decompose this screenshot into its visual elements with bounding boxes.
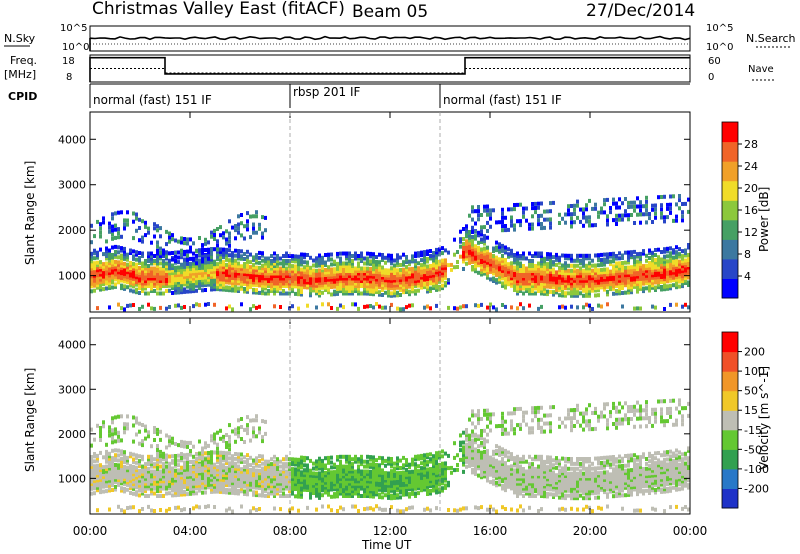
colorbar-swatch	[722, 161, 738, 182]
xtick-label: 04:00	[173, 524, 208, 538]
velocity-y-axis: 1000 2000 3000 4000	[58, 339, 690, 485]
colorbar-tick: 8	[744, 248, 751, 261]
colorbar-swatch	[722, 429, 738, 450]
freq-tick-18: 18	[62, 56, 75, 67]
power-y-axis: 1000 2000 3000 4000	[58, 133, 690, 283]
noise-tick-bottom-right: 10^0	[706, 42, 733, 53]
noise-sky-trace	[89, 35, 691, 51]
power-ylabel: Slant Range [km]	[23, 161, 37, 265]
colorbar-tick: 4	[744, 270, 751, 283]
velocity-echo-pixels	[90, 398, 690, 514]
velocity-colorbar: 200 100 50 15 -15 -50 -100 -200	[721, 331, 769, 509]
cpid-segment-1: rbsp 201 IF	[293, 85, 360, 99]
colorbar-tick: -50	[744, 443, 762, 456]
colorbar-tick: 15	[744, 404, 758, 417]
colorbar-swatch	[722, 410, 738, 431]
cpid-label: CPID	[8, 90, 37, 103]
ytick-label: 3000	[58, 383, 86, 396]
colorbar-swatch	[722, 122, 738, 143]
ytick-label: 2000	[58, 224, 86, 237]
beam-label: Beam 05	[352, 2, 428, 22]
colorbar-swatch	[722, 390, 738, 411]
ytick-label: 2000	[58, 428, 86, 441]
colorbar-tick: 20	[744, 182, 758, 195]
colorbar-swatch	[722, 180, 738, 201]
colorbar-swatch	[722, 351, 738, 372]
nave-tick-60: 60	[708, 56, 721, 67]
colorbar-tick: 50	[744, 385, 758, 398]
ytick-label: 4000	[58, 133, 86, 146]
nsky-label: N.Sky	[4, 32, 36, 45]
freq-panel: Freq. [MHz] 18 8 60 0 Nave	[4, 54, 774, 83]
colorbar-swatch	[722, 141, 738, 162]
ytick-label: 4000	[58, 339, 86, 352]
colorbar-swatch	[722, 219, 738, 240]
noise-tick-top-left: 10^5	[60, 23, 87, 34]
colorbar-tick: 12	[744, 226, 758, 239]
colorbar-swatch	[722, 468, 738, 489]
freq-label: Freq.	[10, 54, 37, 67]
freq-trace	[89, 56, 690, 82]
date-label: 27/Dec/2014	[586, 1, 695, 21]
cpid-panel: CPID normal (fast) 151 IF rbsp 201 IF no…	[8, 83, 690, 108]
x-axis-label: Time UT	[361, 538, 412, 552]
colorbar-tick: 28	[744, 138, 758, 151]
colorbar-swatch	[722, 239, 738, 260]
power-panel: 1000 2000 3000 4000 Slant Range [km]	[23, 111, 691, 313]
colorbar-swatch	[722, 449, 738, 470]
freq-unit: [MHz]	[4, 68, 36, 81]
power-colorbar: 28 24 20 16 12 8 4	[721, 121, 758, 299]
colorbar-tick: 200	[744, 346, 765, 359]
power-echo-pixels	[90, 194, 690, 312]
noise-panel: N.Sky 10^5 10^0 10^5 10^0 N.Search	[4, 23, 796, 53]
colorbar-tick: -200	[744, 482, 769, 495]
velocity-ylabel: Slant Range [km]	[23, 368, 37, 472]
nave-label: Nave	[748, 64, 774, 75]
station-title: Christmas Valley East (fitACF)	[92, 0, 345, 19]
nave-tick-0: 0	[708, 72, 714, 83]
colorbar-tick: -100	[744, 463, 769, 476]
ytick-label: 3000	[58, 179, 86, 192]
colorbar-swatch	[722, 371, 738, 392]
nsearch-label: N.Search	[746, 32, 796, 45]
colorbar-swatch	[722, 258, 738, 279]
colorbar-swatch	[722, 278, 738, 299]
colorbar-tick: 16	[744, 204, 758, 217]
xtick-label: 16:00	[473, 524, 508, 538]
xtick-label: 20:00	[573, 524, 608, 538]
cpid-segment-0: normal (fast) 151 IF	[93, 93, 212, 107]
time-x-axis: 00:00 04:00 08:00 12:00 16:00 20:00 00:00	[73, 112, 708, 538]
xtick-label: 08:00	[273, 524, 308, 538]
noise-tick-top-right: 10^5	[706, 23, 733, 34]
power-colorbar-label: Power [dB]	[757, 187, 771, 252]
cpid-segment-2: normal (fast) 151 IF	[443, 93, 562, 107]
ytick-label: 1000	[58, 270, 86, 283]
colorbar-tick: -15	[744, 424, 762, 437]
colorbar-swatch	[722, 332, 738, 353]
colorbar-swatch	[722, 488, 738, 509]
xtick-label: 12:00	[373, 524, 408, 538]
velocity-colorbar-label: Velocity [m s^-1]	[757, 366, 771, 470]
colorbar-tick: 100	[744, 365, 765, 378]
noise-tick-bottom-left: 10^0	[62, 42, 89, 53]
freq-tick-8: 8	[66, 72, 72, 83]
ytick-label: 1000	[58, 472, 86, 485]
nave-trace	[90, 68, 690, 74]
colorbar-swatch	[722, 200, 738, 221]
colorbar-tick: 24	[744, 160, 758, 173]
xtick-label: 00:00	[73, 524, 108, 538]
xtick-label: 00:00	[673, 524, 708, 538]
